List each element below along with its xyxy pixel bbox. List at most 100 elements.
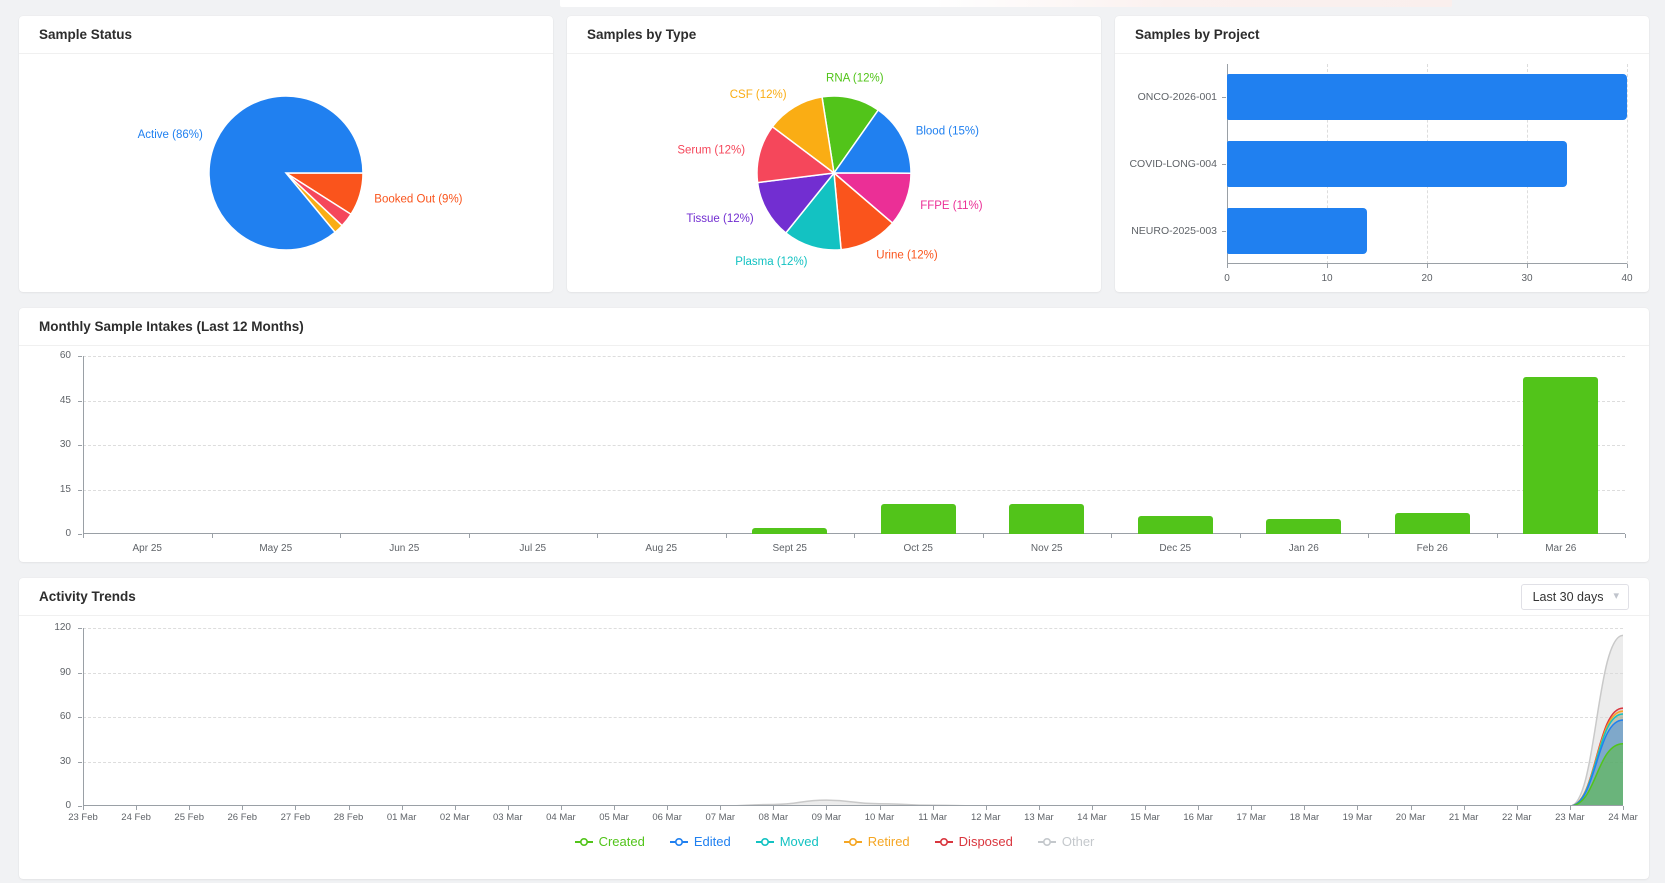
series-line-other[interactable]: [83, 634, 1623, 806]
series-line-created[interactable]: [83, 742, 1623, 806]
x-category-label: 06 Mar: [652, 812, 682, 823]
x-category-label: 23 Mar: [1555, 812, 1585, 823]
x-tick: [1251, 806, 1253, 810]
pie-slice-tissue[interactable]: [756, 172, 836, 235]
x-category-label: Jan 26: [1288, 543, 1319, 554]
y-tick-label: 30: [59, 755, 71, 767]
x-tick: [401, 806, 403, 810]
legend-marker-icon: [1037, 837, 1056, 846]
top-charts-row: Sample Status Booked Out (9%) Active (86%…: [19, 16, 1649, 292]
activity-trends-area-chart[interactable]: 0 30 60 90 120 23 Feb 24 Feb 25 Feb 26 Feb 27 Feb…: [19, 616, 1649, 879]
y-tick: [1222, 97, 1226, 99]
x-axis-line: [83, 805, 1623, 806]
x-tick: [1623, 806, 1624, 810]
legend-item-other[interactable]: Other: [1037, 834, 1094, 849]
legend-item-retired[interactable]: Retired: [843, 834, 910, 849]
sample-status-pie-chart[interactable]: Booked Out (9%) Active (86%): [19, 54, 553, 292]
legend-item-disposed[interactable]: Disposed: [934, 834, 1013, 849]
y-category-label: ONCO-2026-001: [1137, 91, 1217, 104]
y-axis-line: [83, 628, 84, 806]
samples-by-project-header: Samples by Project: [1115, 16, 1649, 54]
x-category-label: Apr 25: [132, 543, 162, 554]
series-area-retired: [83, 711, 1623, 806]
pie-slice-csf[interactable]: [771, 96, 836, 175]
y-tick-label: 30: [59, 439, 71, 450]
x-tick: [982, 534, 984, 538]
pie-slice-active[interactable]: [208, 95, 364, 251]
x-tick: [667, 806, 669, 810]
gridline: [83, 628, 1623, 629]
y-tick: [78, 356, 82, 357]
x-category-label: 22 Mar: [1501, 812, 1532, 823]
pie-slice-blood[interactable]: [832, 108, 912, 174]
x-tick: [1569, 806, 1571, 810]
gridline: [83, 400, 1625, 402]
monthly-plot: [83, 356, 1625, 534]
x-category-label: 04 Mar: [546, 812, 576, 823]
x-tick: [725, 534, 727, 538]
x-category-label: 05 Mar: [599, 812, 629, 823]
series-line-retired[interactable]: [83, 710, 1623, 806]
x-category-label: 25 Feb: [174, 812, 204, 823]
monthly-bar[interactable]: [880, 504, 956, 534]
series-line-disposed[interactable]: [83, 707, 1623, 806]
x-category-label: 07 Mar: [705, 812, 736, 823]
legend-item-created[interactable]: Created: [574, 834, 645, 849]
monthly-bar[interactable]: [1266, 519, 1341, 534]
x-tick: [507, 806, 509, 810]
monthly-bar[interactable]: [752, 528, 827, 534]
y-tick: [78, 400, 82, 402]
series-line-edited[interactable]: [83, 719, 1623, 806]
project-bar[interactable]: [1227, 207, 1367, 254]
gridline: [83, 672, 1623, 674]
activity-trends-row: Activity Trends Last 30 days ▾ 0 30 60 90 12…: [19, 578, 1649, 879]
series-line-moved[interactable]: [83, 713, 1623, 806]
x-category-label: 21 Mar: [1448, 812, 1479, 823]
x-category-label: 18 Mar: [1289, 812, 1320, 823]
samples-by-project-card: Samples by Project 0 10 20 30 40 ONCO-2026-00…: [1115, 16, 1649, 292]
gridline: [83, 717, 1623, 718]
x-tick: [211, 534, 213, 538]
x-tick: [614, 806, 616, 810]
project-bar[interactable]: [1227, 74, 1627, 121]
x-tick: [773, 806, 775, 810]
pie-slice-label: Blood (15%): [916, 126, 979, 138]
samples-by-type-card: Samples by Type RNA (12%) Blood (15%) FFPE…: [567, 16, 1101, 292]
monthly-bar[interactable]: [1523, 376, 1598, 534]
samples-by-type-pie-chart[interactable]: RNA (12%) Blood (15%) FFPE (11%) Urine (12%…: [567, 54, 1101, 292]
x-tick: [340, 534, 341, 538]
x-category-label: 15 Mar: [1130, 812, 1160, 823]
x-tick: [826, 806, 828, 810]
y-axis-line: [83, 356, 84, 534]
x-tick: [1091, 806, 1093, 810]
legend-label: Created: [598, 834, 645, 849]
x-category-label: 08 Mar: [758, 812, 789, 823]
activity-legend: Created Edited Moved Retired Disposed Other: [19, 834, 1649, 849]
project-bar[interactable]: [1227, 141, 1567, 187]
y-tick-label: 60: [59, 350, 71, 361]
y-tick: [1222, 230, 1226, 232]
monthly-bar[interactable]: [1009, 504, 1084, 534]
monthly-bar[interactable]: [1137, 516, 1213, 534]
pie-slice-rna[interactable]: [821, 95, 880, 175]
monthly-intakes-bar-chart[interactable]: 0 15 30 45 60 Apr 25 May 25 Jun 25 Jul 25 Aug 25 S…: [19, 346, 1649, 562]
activity-trends-header: Activity Trends Last 30 days ▾: [19, 578, 1649, 616]
x-category-label: Nov 25: [1030, 543, 1063, 554]
monthly-intakes-row: Monthly Sample Intakes (Last 12 Months) …: [19, 308, 1649, 562]
x-category-label: Dec 25: [1159, 543, 1192, 554]
series-area-edited: [83, 720, 1623, 806]
pie-slice-plasma[interactable]: [784, 171, 842, 251]
x-tick: [1327, 264, 1328, 268]
x-category-label: Mar 26: [1545, 543, 1577, 554]
samples-by-project-bar-chart[interactable]: 0 10 20 30 40 ONCO-2026-001 COVID-LONG-004 NEUR…: [1115, 54, 1649, 292]
pie-slice-urine[interactable]: [833, 171, 894, 251]
y-tick: [78, 761, 82, 763]
pie-slice-label: Active (86%): [138, 129, 203, 141]
monthly-bar[interactable]: [1394, 513, 1470, 534]
x-tick: [348, 806, 350, 810]
time-range-select[interactable]: Last 30 days ▾: [1520, 583, 1629, 610]
pie-slice-serum[interactable]: [756, 125, 836, 184]
legend-item-edited[interactable]: Edited: [669, 834, 731, 849]
x-category-label: 26 Feb: [227, 812, 258, 823]
legend-item-moved[interactable]: Moved: [755, 834, 819, 849]
